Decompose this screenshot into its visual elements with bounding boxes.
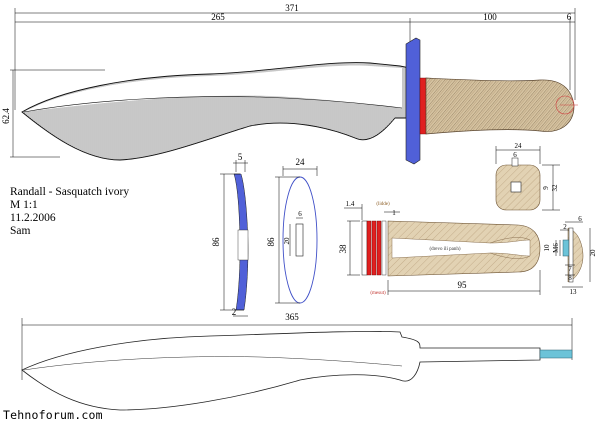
pommel-nut [495,157,541,211]
blade-height-label: 62.4 [1,108,11,124]
handle-detail-dims [344,204,541,295]
blade-height-dimension [10,69,105,158]
title-block: Randall - Sasquatch ivory M 1:1 11.2.200… [10,186,129,238]
drawing-author: Sam [10,225,31,237]
top-dimension-lines [14,8,576,110]
pommel-nut-height-a-label: 9 [542,186,550,190]
spacer-thickness-label: 1.4 [346,200,355,208]
guard-front-dims [275,166,318,304]
pommel-base-label: 13 [570,288,578,296]
tang-slot-width-label: 6 [298,210,302,218]
handle-inner-annotation: (drevo ili panh) [429,247,460,252]
spacer-gap-label: 1 [392,209,396,217]
pommel-cap-dims [555,221,591,288]
guard-height-label: 86 [211,237,221,247]
handle-front-height-label: 38 [338,244,348,254]
blade-length-label: 265 [211,12,225,22]
spacer-top-annotation: (lidde) [376,202,390,207]
drawing-scale: M 1:1 [10,199,38,211]
guard-thickness-label: 5 [238,152,243,162]
watermark: Tehnoforum.com [3,408,103,422]
guard-width-label: 24 [296,157,306,167]
handle [425,77,575,135]
pommel-cap [562,227,584,283]
pommel-nut-slot-label: 6 [513,151,517,159]
pommel-thread-label: M6 [552,243,560,253]
pommel-depth-b-label: 8 [568,274,572,282]
handle-length-label: 100 [483,12,497,22]
guard-front-height-label: 86 [266,237,276,247]
pommel-large-diameter-label: 20 [589,249,597,257]
drawing-title: Randall - Sasquatch ivory [10,186,130,198]
spacer-bottom-annotation: (mesut) [370,291,386,296]
main-knife [21,37,578,165]
pommel-nut-dims [495,146,560,211]
handle-detail-length-label: 95 [458,280,468,290]
drawing-date: 11.2.2006 [10,212,56,224]
pommel-side-label: 2 [563,223,567,231]
pommel-small-diameter-label: 10 [543,244,551,252]
tang-slot-height-label: 20 [283,237,291,245]
guard [405,37,421,165]
pommel-depth-a-label: 7 [568,265,572,273]
pommel-nut-height-b-label: 32 [551,184,559,192]
guard-edge-label: 2 [232,307,237,317]
handle-detail [361,220,541,277]
guard-side-view [233,173,249,311]
overall-length-label: 371 [285,3,299,13]
pommel-offset-label: 6 [567,12,572,22]
guard-side-dims [220,160,248,317]
pommel-top-label: 6 [578,215,582,223]
blade-blank-outline [21,331,573,411]
spacer [419,77,427,135]
tang-total-length-label: 365 [285,312,299,322]
pommel-nut-width-label: 24 [515,142,523,150]
